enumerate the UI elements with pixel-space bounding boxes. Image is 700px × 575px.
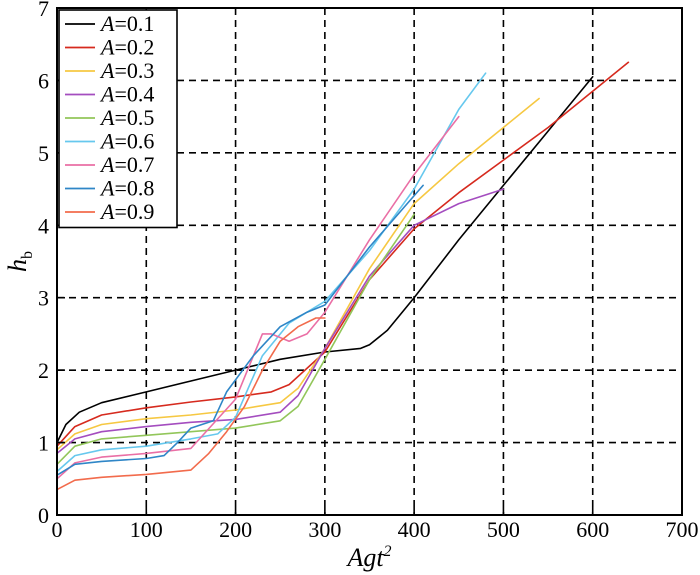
legend-label: A=0.7 bbox=[99, 152, 154, 177]
x-tick-label: 500 bbox=[487, 517, 520, 542]
axis-tick-labels: 0 100 200 300 400 500 600 700 0 1 2 3 4 5 6 7 bbox=[38, 0, 699, 542]
series-line-8 bbox=[56, 184, 424, 476]
y-tick-label: 2 bbox=[38, 358, 49, 383]
legend-label: A=0.5 bbox=[99, 105, 154, 130]
legend-label: A=0.3 bbox=[99, 58, 154, 83]
x-tick-label: 0 bbox=[52, 517, 63, 542]
legend-label: A=0.9 bbox=[99, 199, 154, 224]
legend-label: A=0.4 bbox=[99, 82, 154, 107]
y-tick-label: 6 bbox=[38, 68, 49, 93]
y-tick-label: 0 bbox=[38, 503, 49, 528]
series-lines bbox=[56, 61, 630, 491]
x-axis-label: Agt2 bbox=[345, 543, 391, 572]
y-tick-label: 7 bbox=[38, 0, 49, 21]
legend: A=0.1A=0.2A=0.3A=0.4A=0.5A=0.6A=0.7A=0.8… bbox=[58, 9, 178, 229]
x-tick-label: 700 bbox=[666, 517, 699, 542]
x-tick-label: 200 bbox=[219, 517, 252, 542]
series-line-2 bbox=[56, 61, 630, 447]
series-line-7 bbox=[56, 115, 460, 480]
legend-label: A=0.8 bbox=[99, 176, 154, 201]
y-tick-label: 3 bbox=[38, 286, 49, 311]
series-line-4 bbox=[56, 188, 505, 455]
x-tick-label: 300 bbox=[308, 517, 341, 542]
plot-frame bbox=[56, 7, 683, 516]
grid-lines bbox=[57, 8, 682, 515]
y-tick-label: 1 bbox=[38, 431, 49, 456]
series-line-9 bbox=[56, 317, 326, 491]
series-line-6 bbox=[56, 72, 487, 473]
series-line-3 bbox=[56, 97, 540, 451]
y-tick-label: 5 bbox=[38, 141, 49, 166]
y-tick-label: 4 bbox=[38, 213, 49, 238]
legend-label: A=0.1 bbox=[99, 11, 154, 36]
series-line-5 bbox=[56, 213, 415, 466]
series-line-1 bbox=[56, 76, 594, 444]
x-tick-label: 100 bbox=[130, 517, 163, 542]
y-axis-label: hb bbox=[3, 251, 36, 272]
legend-label: A=0.2 bbox=[99, 35, 154, 60]
x-tick-label: 600 bbox=[576, 517, 609, 542]
legend-label: A=0.6 bbox=[99, 129, 154, 154]
x-tick-label: 400 bbox=[398, 517, 431, 542]
